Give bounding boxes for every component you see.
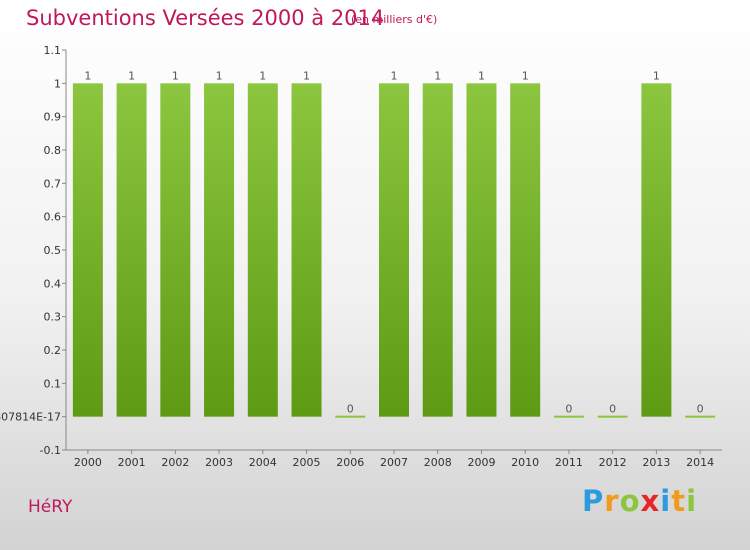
bar-data-label: 1 xyxy=(434,69,441,82)
x-tick-label: 2010 xyxy=(511,456,539,469)
x-tick-label: 2014 xyxy=(686,456,714,469)
logo-letter: x xyxy=(640,484,661,518)
x-tick-label: 2008 xyxy=(424,456,452,469)
logo-letter: P xyxy=(582,484,605,518)
bar-2000 xyxy=(72,83,103,417)
x-tick-label: 2002 xyxy=(161,456,189,469)
bar-2012 xyxy=(597,415,628,418)
logo-letter: i xyxy=(686,484,698,518)
commune-name: HéRY xyxy=(28,497,73,517)
bar-2004 xyxy=(247,83,278,417)
bar-2002 xyxy=(160,83,191,417)
y-tick-label: 0.7 xyxy=(44,177,62,190)
y-tick-label: 0.6 xyxy=(44,211,62,224)
bar-2006 xyxy=(335,415,366,418)
bar-data-label: 1 xyxy=(653,69,660,82)
bar-data-label: 0 xyxy=(697,403,704,416)
x-tick-label: 2013 xyxy=(642,456,670,469)
x-tick-label: 2000 xyxy=(74,456,102,469)
bar-2013 xyxy=(641,83,672,417)
bar-data-label: 1 xyxy=(172,69,179,82)
bar-2003 xyxy=(204,83,235,417)
bar-data-label: 0 xyxy=(609,403,616,416)
x-tick-label: 2009 xyxy=(467,456,495,469)
bar-data-label: 1 xyxy=(391,69,398,82)
logo-letter: t xyxy=(671,484,687,518)
bar-data-label: 1 xyxy=(522,69,529,82)
chart-subtitle: (en milliers d'€) xyxy=(351,13,438,26)
bar-data-label: 1 xyxy=(259,69,266,82)
bar-data-label: 0 xyxy=(347,403,354,416)
y-tick-label: 0.2 xyxy=(44,344,62,357)
bar-2014 xyxy=(685,415,716,418)
x-tick-label: 2012 xyxy=(599,456,627,469)
bar-data-label: 1 xyxy=(84,69,91,82)
y-tick-label: 1 xyxy=(54,77,61,90)
chart-title: Subventions Versées 2000 à 2014 xyxy=(26,6,385,30)
bar-data-label: 1 xyxy=(303,69,310,82)
bar-2010 xyxy=(510,83,541,417)
x-tick-label: 2004 xyxy=(249,456,277,469)
y-tick-label: 1.1 xyxy=(44,44,62,57)
x-tick-label: 2007 xyxy=(380,456,408,469)
bar-data-label: 1 xyxy=(478,69,485,82)
bar-2005 xyxy=(291,83,322,417)
proxiti-logo: Proxiti xyxy=(582,484,697,518)
y-tick-label: 0.4 xyxy=(44,277,62,290)
x-tick-label: 2001 xyxy=(118,456,146,469)
logo-letter: o xyxy=(619,484,641,518)
y-tick-label: 807814E-17 xyxy=(0,411,61,424)
bar-data-label: 1 xyxy=(128,69,135,82)
bar-data-label: 0 xyxy=(565,403,572,416)
logo-letter: i xyxy=(660,484,672,518)
bar-2008 xyxy=(422,83,453,417)
y-tick-label: 0.8 xyxy=(44,144,62,157)
x-tick-label: 2005 xyxy=(293,456,321,469)
y-tick-label: -0.1 xyxy=(40,444,61,457)
bar-2007 xyxy=(379,83,409,417)
y-tick-label: 0.5 xyxy=(44,244,62,257)
bar-2011 xyxy=(553,415,584,418)
x-tick-label: 2011 xyxy=(555,456,583,469)
logo-letter: r xyxy=(604,484,620,518)
y-tick-label: 0.9 xyxy=(44,111,62,124)
bar-2001 xyxy=(116,83,147,417)
y-tick-label: 0.1 xyxy=(44,377,62,390)
x-tick-label: 2003 xyxy=(205,456,233,469)
x-tick-label: 2006 xyxy=(336,456,364,469)
y-tick-label: 0.3 xyxy=(44,311,62,324)
bar-2009 xyxy=(466,83,497,417)
bar-data-label: 1 xyxy=(216,69,223,82)
